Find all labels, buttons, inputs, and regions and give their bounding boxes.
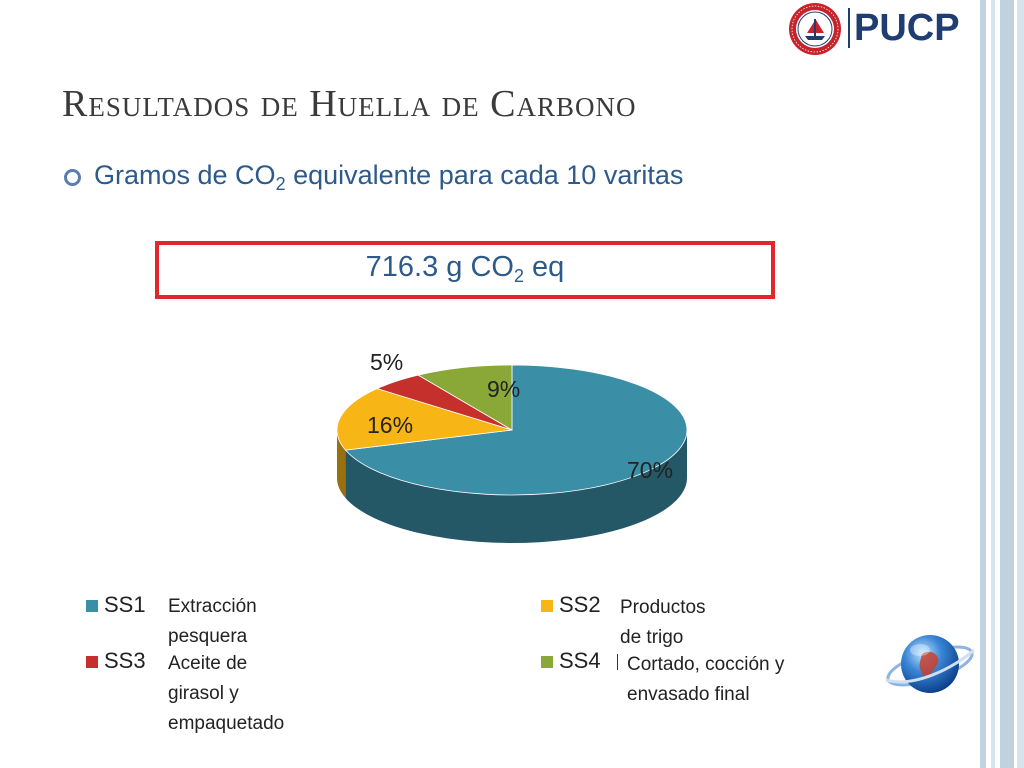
pie-chart: 70% 16% 5% 9%: [336, 349, 688, 543]
legend-swatch-ss2: [541, 600, 553, 612]
legend-code-ss3: SS3: [104, 648, 146, 673]
total-value-unit: eq: [524, 251, 565, 283]
legend-swatch-ss4: [541, 656, 553, 668]
pie-slice-ss1: [344, 364, 688, 496]
total-emissions-value: 716.3 g CO2 eq: [159, 251, 771, 286]
bullet-circle-icon: [64, 169, 81, 186]
pie-slice-ss4: [417, 364, 513, 431]
bullet-text: Gramos de CO2 equivalente para cada 10 v…: [94, 160, 684, 194]
legend-swatch-ss1: [86, 600, 98, 612]
total-emissions-box: 716.3 g CO2 eq: [155, 241, 775, 299]
total-value-subscript: 2: [513, 266, 524, 286]
legend-desc-ss2: Productos de trigo: [620, 597, 706, 648]
pie-side-walls: [337, 430, 687, 543]
total-value-main: 716.3 g CO: [365, 251, 514, 283]
pie-side-ss2: [337, 430, 346, 499]
legend-code-ss1: SS1: [104, 592, 146, 617]
university-seal-icon: [789, 3, 841, 55]
legend-swatch-ss3: [86, 656, 98, 668]
bullet-text-rest: equivalente para cada 10 varitas: [285, 160, 684, 190]
bullet-text-main: Gramos de CO: [94, 160, 276, 190]
bullet-subscript: 2: [275, 174, 286, 194]
pie-label-ss2: 16%: [367, 412, 413, 438]
logo-divider: [848, 8, 850, 48]
pie-label-ss3: 5%: [370, 349, 403, 375]
bullet-item: Gramos de CO2 equivalente para cada 10 v…: [64, 160, 884, 200]
pie-label-ss1: 70%: [627, 457, 673, 483]
legend-desc-ss1: Extracción pesquera: [168, 596, 257, 647]
pie-slice-ss2: [336, 388, 513, 451]
pucp-logo: PUCP: [788, 2, 974, 56]
globe-icon: [885, 635, 976, 693]
legend-code-ss4: SS4: [559, 648, 601, 673]
pie-side-ss1: [345, 430, 687, 543]
legend-ss4-divider: [617, 654, 618, 670]
legend-code-ss2: SS2: [559, 592, 601, 617]
slide-title: Resultados de Huella de Carbono: [62, 83, 637, 125]
legend-desc-ss3: Aceite de girasol y empaquetado: [168, 653, 285, 734]
pie-label-ss4: 9%: [487, 376, 520, 402]
logo-brand: PUCP: [854, 7, 960, 49]
legend-desc-ss4: Cortado, cocción y envasado final: [627, 654, 785, 705]
